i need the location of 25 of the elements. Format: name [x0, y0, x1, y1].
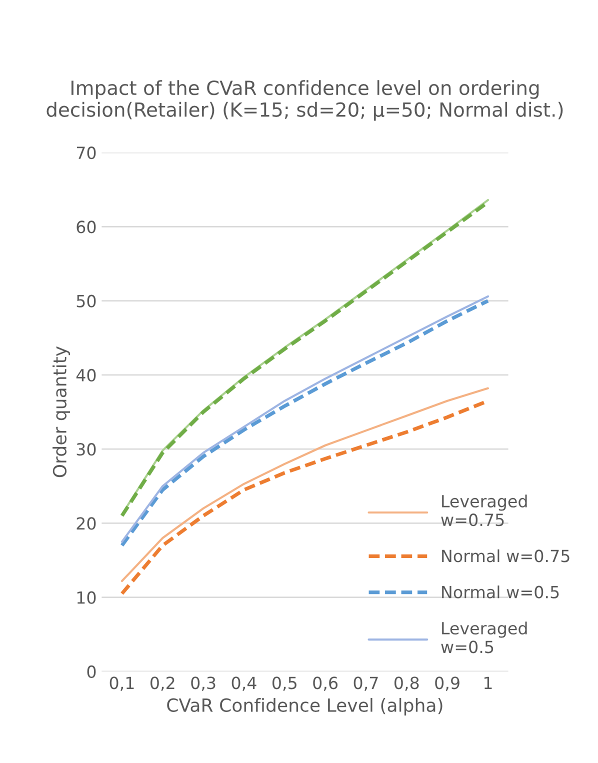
y-tick-label: 0 [87, 665, 96, 678]
y-tick-label: 70 [76, 146, 96, 160]
y-tick-label: 60 [76, 220, 96, 234]
x-tick-label: 0,3 [191, 676, 216, 691]
x-axis-title: CVaR Confidence Level (alpha) [167, 698, 442, 716]
x-tick-label: 1 [484, 676, 492, 689]
chart-title: Impact of the CVaR confidence level on ordering decision(Retailer) (K=15; sd=20; μ=50; Normal dist.) [46, 80, 563, 121]
x-tick-label: 0,9 [435, 676, 460, 691]
legend-label: Normal w=0.5 [442, 586, 559, 598]
y-tick-label: 50 [76, 294, 96, 308]
y-tick-label: 40 [76, 368, 96, 382]
y-tick-label: 10 [77, 591, 96, 604]
legend-label: Leveraged w=0.75 [441, 494, 527, 526]
x-tick-label: 0,5 [272, 676, 296, 691]
x-tick-label: 0,1 [110, 676, 134, 691]
x-tick-label: 0,6 [313, 676, 338, 691]
y-tick-label: 20 [76, 517, 96, 530]
y-tick-label: 30 [76, 443, 96, 456]
legend-label: Leveraged w=0.5 [441, 622, 527, 654]
x-tick-label: 0,8 [394, 676, 419, 691]
x-tick-label: 0,4 [232, 676, 256, 691]
x-tick-label: 0,7 [354, 676, 378, 691]
x-tick-label: 0,2 [150, 676, 174, 691]
legend-label: Normal w=0.75 [442, 549, 570, 562]
y-axis-title: Order quantity [52, 346, 70, 478]
